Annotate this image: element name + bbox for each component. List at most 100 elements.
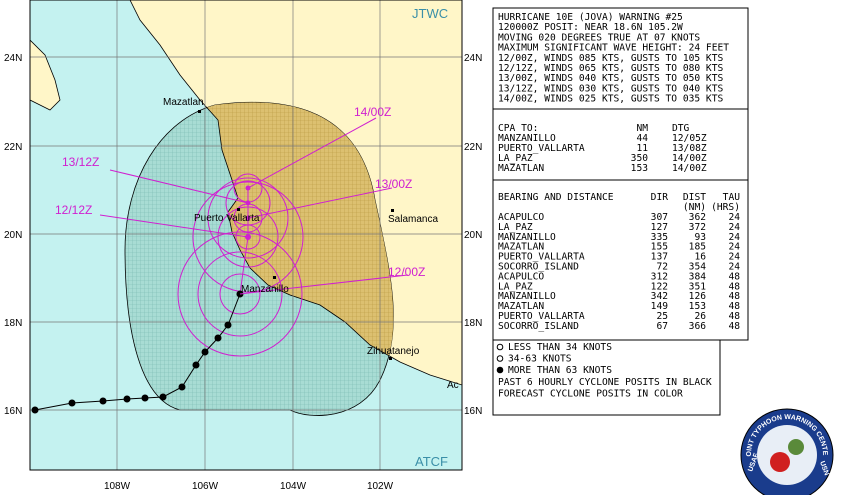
place: Manzanillo [241,284,289,295]
bearing-place: MANZANILLO [498,291,556,302]
lat-label: 18N [4,318,22,329]
legend-symbol [496,355,504,362]
bearing-value: 24 [728,232,740,243]
forecast-label: 12/12Z [55,203,92,217]
cpa-header: DTG [672,123,690,134]
legend-item: LESS THAN 34 KNOTS [508,342,612,353]
warning-line: 12/00Z, WINDS 085 KTS, GUSTS TO 105 KTS [498,53,723,64]
bearing-value: 153 [689,301,707,312]
bearing-value: 24 [728,212,740,223]
lon-label: 106W [192,481,219,492]
bearing-place: MAZATLAN [498,242,544,253]
cpa-nm: 44 [636,133,648,144]
bearing-header: TAU [723,192,741,203]
danger-area-land [129,102,394,386]
source-bottom: ATCF [415,454,448,469]
seal-icon [770,452,790,472]
warning-line: MAXIMUM SIGNIFICANT WAVE HEIGHT: 24 FEET [498,43,729,54]
bearing-value: 24 [728,242,740,253]
cpa-place: PUERTO_VALLARTA [498,143,585,154]
forecast-label: 14/00Z [354,105,391,119]
forecast-label: 13/00Z [375,177,412,191]
place-dots [198,110,394,360]
bearing-value: 67 [656,321,668,332]
bearing-value: 342 [651,291,668,302]
seal-icon [788,439,804,455]
bearing-subheader: (NM) [683,202,706,213]
warning-line: 120000Z POSIT: NEAR 18.6N 105.2W [498,22,683,33]
bearing-value: 335 [651,232,668,243]
cpa-nm: 350 [631,153,649,164]
lat-label: 16N [464,406,482,417]
lat-label: 20N [4,230,22,241]
seal-right: USN [818,460,830,476]
warning-line: MOVING 020 DEGREES TRUE AT 07 KNOTS [498,32,700,43]
lat-label: 18N [464,318,482,329]
bearing-value: 362 [689,212,706,223]
cpa-nm: 11 [636,143,648,154]
warning-line: 13/00Z, WINDS 040 KTS, GUSTS TO 050 KTS [498,73,723,84]
lon-label: 108W [104,481,131,492]
bearing-place: MANZANILLO [498,232,556,243]
bearing-value: 24 [728,252,740,263]
map [30,0,462,470]
bearing-value: 122 [651,281,668,292]
forecast-leaders [99,117,409,295]
bearing-subheader: (HRS) [711,202,740,213]
bearing-value: 48 [728,301,740,312]
bearing-value: 372 [689,222,706,233]
warning-line: 12/12Z, WINDS 065 KTS, GUSTS TO 080 KTS [498,63,723,74]
bearing-place: SOCORRO_ISLAND [498,321,579,332]
bearing-value: 48 [728,321,740,332]
cpa-dtg: 14/00Z [672,163,707,174]
lon-label: 102W [367,481,394,492]
bearing-value: 351 [689,281,707,292]
bearing-place: LA_PAZ [498,222,533,233]
legend-box [492,339,721,416]
bearing-value: 72 [656,262,668,273]
bearing-place: LA_PAZ [498,281,533,292]
bearing-value: 26 [694,311,706,322]
bearing-value: 155 [651,242,668,253]
legend-item: 34-63 KNOTS [508,354,572,365]
bearing-value: 384 [689,271,707,282]
map-frame [29,0,463,471]
cpa-place: LA_PAZ [498,153,533,164]
bearing-value: 25 [656,311,668,322]
warning-line: 14/00Z, WINDS 025 KTS, GUSTS TO 035 KTS [498,94,723,105]
place: Puerto Vallarta [194,213,260,224]
bearing-value: 126 [689,291,707,302]
warning-line: 13/12Z, WINDS 030 KTS, GUSTS TO 040 KTS [498,83,723,94]
bearing-header: DIST [683,192,706,203]
place: Ac [447,380,459,391]
bearing-value: 48 [728,271,740,282]
cpa-dtg: 14/00Z [672,153,707,164]
graticule [30,0,462,470]
legend-note: PAST 6 HOURLY CYCLONE POSITS IN BLACK [498,377,712,388]
bearing-value: 149 [651,301,669,312]
lat-label: 22N [4,142,22,153]
bearing-value: 127 [651,222,669,233]
source-top: JTWC [412,6,448,21]
legend-symbol [496,343,504,351]
bearing-place: PUERTO_VALLARTA [498,311,585,322]
bearing-value: 48 [728,291,740,302]
cpa-dtg: 12/05Z [672,133,707,144]
bearing-value: 93 [694,232,706,243]
bearing-value: 24 [728,222,740,233]
lat-label: 22N [464,142,482,153]
bearing-value: 366 [689,321,707,332]
bearing-place: MAZATLAN [498,301,544,312]
bearing-value: 48 [728,281,740,292]
place: Mazatlan [163,97,204,108]
legend-note: FORECAST CYCLONE POSITS IN COLOR [498,389,683,400]
bearing-value: 137 [651,252,669,263]
lat-label: 24N [464,53,482,64]
cpa-dtg: 13/08Z [672,143,707,154]
bearing-title: BEARING AND DISTANCE [498,192,614,203]
bearing-value: 354 [689,262,707,273]
info-panel [492,7,749,416]
lat-label: 24N [4,53,22,64]
cpa-title: CPA TO: [498,123,538,134]
